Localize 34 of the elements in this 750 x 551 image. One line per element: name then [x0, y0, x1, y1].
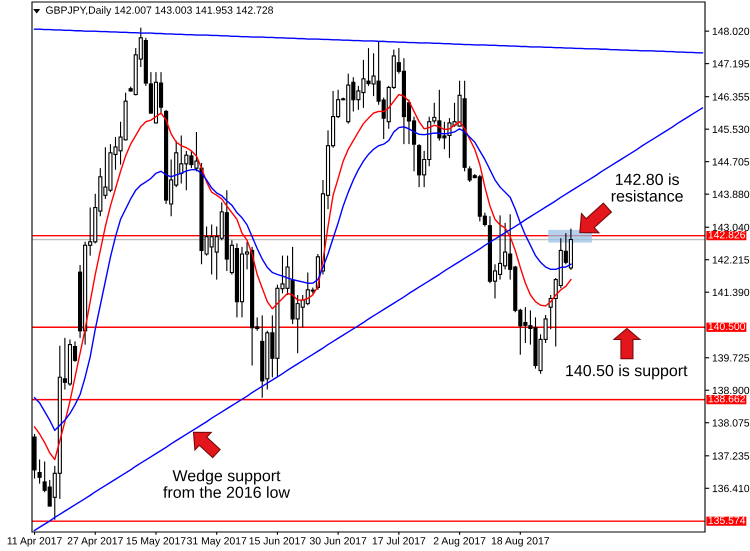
y-tick-label: 143.040 [712, 224, 750, 232]
y-tick-label: 137.235 [712, 452, 750, 460]
line-series [34, 28, 704, 54]
annotation: Wedge support from the 2016 low [163, 470, 290, 498]
x-tick-label: 15 May 2017 [126, 537, 186, 547]
y-tick-label: 146.355 [712, 93, 750, 101]
ref-line-label: 142.826 [708, 231, 746, 238]
x-tick-label: 27 Apr 2017 [68, 537, 123, 547]
x-tick-label: 30 Jun 2017 [310, 537, 366, 545]
annotation: 140.50 is support [566, 364, 688, 380]
line-series [34, 107, 704, 532]
ref-line-label: 135.574 [708, 516, 746, 524]
annotation: 142.80 is resistance [612, 173, 683, 202]
y-tick-label: 139.725 [712, 354, 750, 362]
y-tick-label: 138.900 [712, 386, 750, 394]
y-tick-label: 142.215 [712, 256, 750, 264]
ref-line-label: 138.662 [708, 395, 745, 402]
y-tick-label: 144.705 [712, 158, 750, 166]
x-tick-label: 31 May 2017 [186, 537, 246, 547]
chart-title: GBPJPY,Daily 142.007 143.003 141.953 142.728 [46, 6, 274, 16]
ref-line-label: 140.500 [708, 322, 746, 330]
candlestick [38, 458, 42, 484]
x-tick-label: 17 Jul 2017 [372, 536, 426, 545]
x-tick-label: 2 Aug 2017 [434, 537, 486, 547]
x-tick-label: 18 Aug 2017 [492, 537, 550, 547]
y-tick-label: 143.880 [712, 190, 750, 198]
x-tick-label: 15 Jun 2017 [250, 537, 306, 545]
y-tick-label: 147.195 [712, 60, 750, 68]
x-tick-label: 11 Apr 2017 [8, 537, 62, 547]
y-tick-label: 145.530 [712, 126, 750, 134]
y-tick-label: 136.410 [712, 484, 750, 492]
y-tick-label: 148.020 [712, 28, 750, 36]
y-tick-label: 138.075 [712, 419, 750, 427]
y-tick-label: 141.390 [712, 288, 750, 296]
